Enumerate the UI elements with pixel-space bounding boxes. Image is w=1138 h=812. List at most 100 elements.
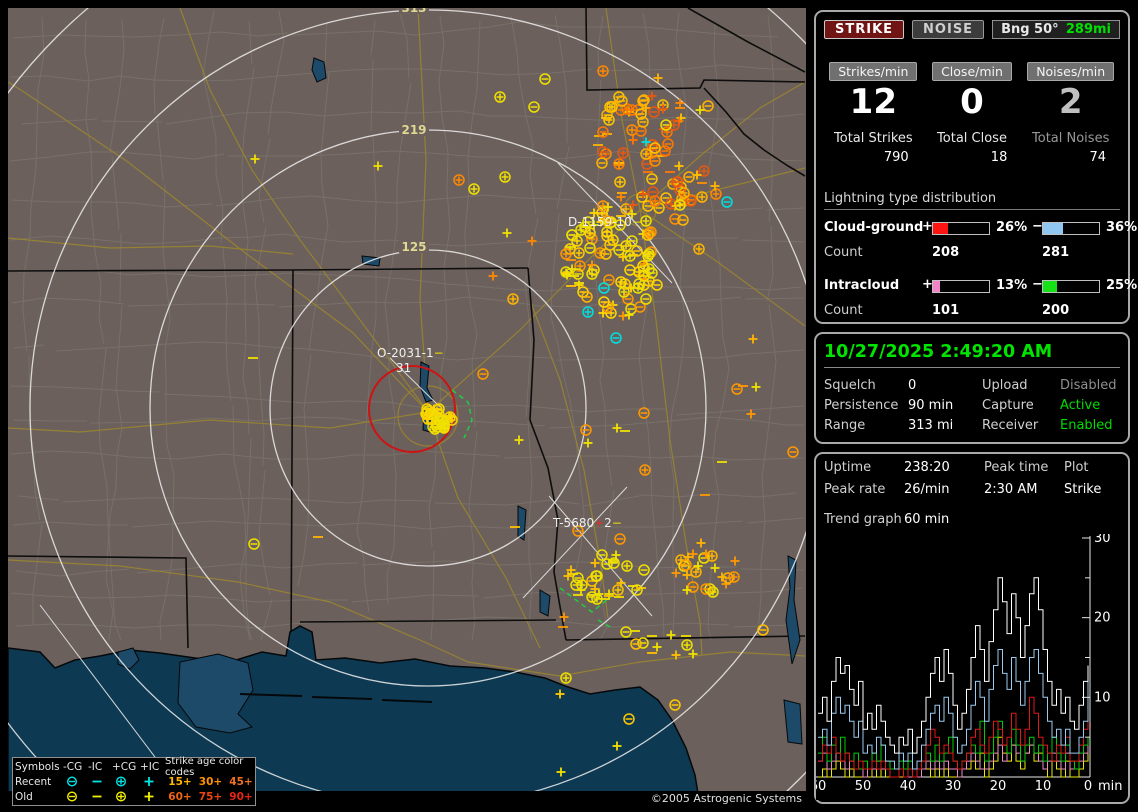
legend-cp-icon — [115, 776, 127, 787]
map-canvas[interactable]: 313 219 125 D-1159-10− O-2031-1−31 T-5680+2− — [8, 8, 806, 798]
trend-window-value: 60 min — [904, 512, 950, 527]
trend-y-tick: 20 — [1094, 611, 1111, 626]
close-per-min-column: Close/min 0 Total Close 18 — [923, 61, 1022, 165]
noises-per-min-value: 2 — [1058, 82, 1083, 122]
bearing-label: Bng 50° — [1001, 22, 1059, 37]
plus-sign: + — [922, 218, 933, 234]
legend-age-code: 60+ — [168, 790, 192, 803]
trend-series-intracloud- — [818, 744, 1089, 778]
lake — [311, 57, 327, 83]
cg-minus-bar — [1042, 221, 1100, 235]
ic-plus-bar — [932, 279, 990, 293]
bearing-range-value: 289mi — [1065, 22, 1111, 37]
plot-header: Plot — [1064, 460, 1089, 475]
ring-label-bg — [399, 123, 429, 136]
trend-y-tick: 30 — [1094, 534, 1111, 546]
trend-graph-row: Trend graph 60 min — [824, 512, 1120, 534]
noise-toggle-button[interactable]: NOISE — [912, 20, 985, 39]
trend-series-cloud-ground- — [818, 649, 1089, 770]
lake — [783, 699, 803, 745]
trend-x-tick: 20 — [990, 779, 1007, 794]
trend-series-total-strikes-min — [818, 577, 1089, 754]
peak-time-header: Peak time — [984, 460, 1049, 475]
trend-graph: 10 20 30 60 50 40 30 20 10 0 min — [816, 534, 1126, 800]
ring-distance-label: 313 — [401, 8, 426, 15]
trend-graph-label: Trend graph — [824, 512, 902, 527]
cloud-ground-label: Cloud-ground — [824, 219, 924, 235]
symbol-legend: Symbols -CG -IC +CG +IC Strike age color code… — [12, 755, 256, 806]
storm-cell-label: T-5680+2− — [552, 516, 622, 530]
legend-age-code: 15+ — [168, 775, 192, 788]
trend-x-tick: 30 — [945, 779, 962, 794]
barrier-island — [381, 699, 433, 703]
roads — [8, 8, 806, 677]
peak-rate-row: Peak rate 26/min 2:30 AM Strike — [824, 482, 1120, 504]
strike-symbols — [248, 65, 799, 777]
copyright-text: ©2005 Astrogenic Systems — [650, 792, 802, 805]
storm-cell-circle — [368, 365, 456, 453]
storm-cell-label: 31 — [396, 361, 411, 375]
total-noises-label: Total Noises — [1032, 130, 1110, 146]
legend-header-0: Symbols — [15, 760, 60, 773]
uptime-label: Uptime — [824, 460, 872, 475]
minus-sign: − — [1032, 276, 1043, 292]
status-panel: 10/27/2025 2:49:20 AM Squelch 0 Upload Disa… — [814, 332, 1130, 444]
trend-x-tick: 0 — [1084, 779, 1092, 794]
total-close-label: Total Close — [937, 130, 1007, 146]
trend-x-unit: min — [1098, 779, 1123, 794]
count-label: Count — [824, 244, 863, 260]
intracloud-row: Intracloud + 13% − 25% — [824, 276, 1137, 297]
strikes-per-min-column: Strikes/min 12 Total Strikes 790 — [824, 61, 923, 165]
noises-per-min-chip: Noises/min — [1027, 62, 1115, 81]
strike-stats-panel: STRIKE NOISE Bng 50° 289mi Strikes/min 1… — [814, 10, 1137, 324]
legend-cp-icon — [115, 791, 127, 802]
close-per-min-value: 0 — [960, 82, 984, 122]
legend-age-title: Strike age color codes — [165, 755, 244, 778]
trend-x-tick: 60 — [816, 779, 826, 794]
legend-header-3: +CG — [112, 760, 137, 773]
ring-label-bg — [399, 8, 429, 14]
distribution-title: Lightning type distribution — [824, 191, 1120, 210]
legend-age-code: 30+ — [198, 775, 223, 788]
lake — [539, 589, 551, 617]
intracloud-count-row: Count 101 200 — [824, 303, 1120, 321]
datetime-display: 10/27/2025 2:49:20 AM — [824, 340, 1120, 368]
intracloud-label: Intracloud — [824, 277, 900, 293]
plot-mode-value: Strike — [1064, 482, 1102, 497]
cg-plus-count: 208 — [932, 244, 960, 260]
noises-per-min-column: Noises/min 2 Total Noises 74 — [1021, 61, 1120, 165]
legend-m-icon — [92, 780, 102, 783]
ring-label-bg — [399, 240, 429, 253]
strike-toggle-button[interactable]: STRIKE — [824, 20, 905, 39]
cg-plus-bar — [932, 221, 990, 235]
trend-x-tick: 50 — [855, 779, 872, 794]
total-noises-value: 74 — [1089, 149, 1107, 165]
ic-plus-pct: 13% — [996, 277, 1028, 293]
lake — [177, 653, 254, 734]
ring-distance-label: 219 — [401, 123, 426, 137]
peak-rate-value: 26/min — [904, 482, 950, 497]
legend-header-1: -CG — [63, 760, 83, 773]
uptime-value: 238:20 — [904, 460, 950, 475]
plus-sign: + — [922, 276, 933, 292]
peak-time-value: 2:30 AM — [984, 482, 1038, 497]
legend-header-2: -IC — [88, 760, 103, 773]
legend-p-icon — [144, 777, 154, 786]
strikes-per-min-chip: Strikes/min — [829, 62, 918, 81]
cloud-ground-row: Cloud-ground + 26% − 36% — [824, 218, 1137, 239]
ring-distance-label: 125 — [401, 240, 426, 254]
legend-age-code: 90+ — [229, 790, 253, 803]
ic-plus-count: 101 — [932, 302, 960, 318]
legend-age-code: 75+ — [198, 790, 223, 803]
trend-x-tick: 40 — [900, 779, 917, 794]
storm-cell-label: O-2031-1− — [377, 346, 444, 360]
legend-cm-icon — [66, 776, 78, 787]
barrier-island — [239, 693, 303, 697]
bearing-readout: Bng 50° 289mi — [992, 20, 1120, 39]
cloud-ground-count-row: Count 208 281 — [824, 245, 1120, 263]
legend-cm-icon — [66, 791, 78, 802]
count-label: Count — [824, 302, 863, 318]
close-per-min-chip: Close/min — [932, 62, 1012, 81]
legend-age-code: 45+ — [229, 775, 253, 788]
